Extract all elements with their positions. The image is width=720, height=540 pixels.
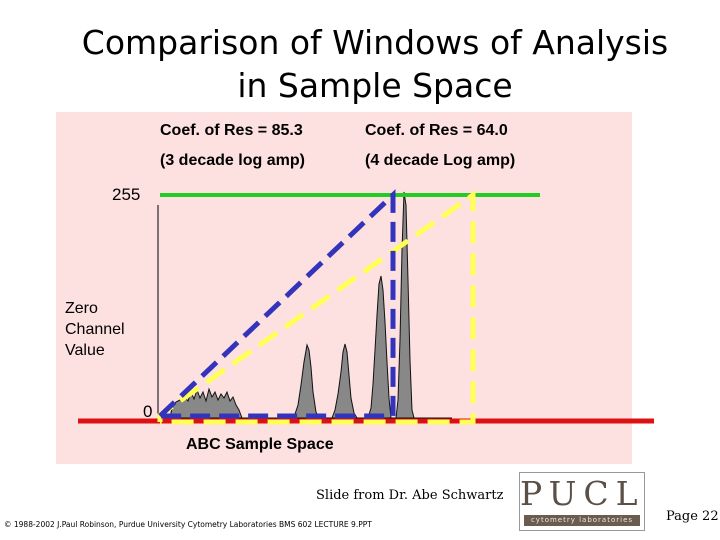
amp-left-label: (3 decade log amp) (160, 152, 305, 169)
yellow-dashed-window (157, 190, 476, 425)
sample-space-label: ABC Sample Space (186, 436, 334, 453)
histogram (169, 191, 452, 419)
slide-title-line-1: Comparison of Windows of Analysis (81, 23, 669, 62)
coef-left-label: Coef. of Res = 85.3 (160, 122, 303, 139)
label-0: 0 (143, 402, 153, 421)
logo-subtitle: cytometry laboratories (524, 515, 640, 526)
page-number: Page 22 (666, 509, 719, 524)
zero-channel-line-1: Zero (65, 300, 98, 317)
copyright-notice: © 1988-2002 J.Paul Robinson, Purdue Univ… (4, 520, 372, 529)
pucl-logo: PUCL cytometry laboratories (519, 472, 645, 531)
zero-channel-line-3: Value (65, 342, 105, 359)
zero-channel-line-2: Channel (65, 321, 125, 338)
amp-right-label: (4 decade Log amp) (365, 152, 516, 169)
coef-right-label: Coef. of Res = 64.0 (365, 122, 508, 139)
blue-dashed-window (158, 189, 396, 419)
label-255: 255 (112, 185, 141, 204)
slide-credit: Slide from Dr. Abe Schwartz (316, 488, 504, 503)
slide-title-line-2: in Sample Space (237, 66, 513, 105)
logo-text: PUCL (520, 474, 645, 513)
